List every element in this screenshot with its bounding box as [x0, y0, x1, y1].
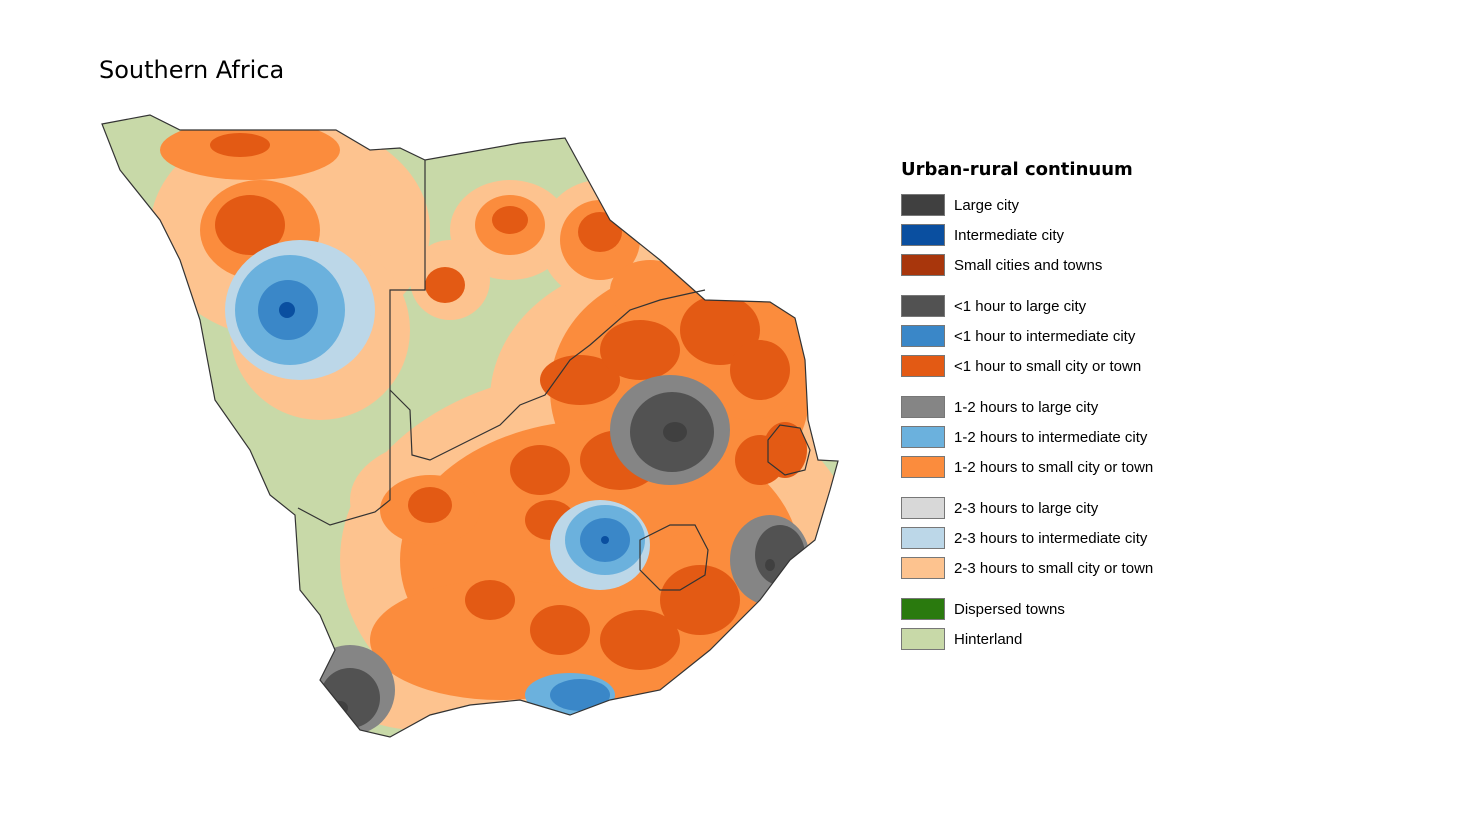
legend-label: 1-2 hours to small city or town [954, 458, 1154, 476]
legend-swatch [901, 254, 945, 276]
legend: Urban-rural continuum Large city Interme… [901, 157, 1231, 665]
legend-label: Dispersed towns [954, 600, 1065, 618]
legend-group-cities: Large city Intermediate city Small citie… [901, 190, 1231, 280]
legend-swatch [901, 355, 945, 377]
legend-swatch [901, 224, 945, 246]
legend-item: Large city [901, 190, 1231, 220]
legend-label: <1 hour to intermediate city [954, 327, 1136, 345]
legend-item: Hinterland [901, 624, 1231, 654]
legend-swatch [901, 628, 945, 650]
map [101, 114, 839, 738]
legend-item: 1-2 hours to small city or town [901, 452, 1231, 482]
legend-group-rural: Dispersed towns Hinterland [901, 594, 1231, 654]
legend-label: 1-2 hours to intermediate city [954, 428, 1148, 446]
legend-swatch [901, 598, 945, 620]
legend-item: 1-2 hours to intermediate city [901, 422, 1231, 452]
legend-swatch [901, 325, 945, 347]
legend-title: Urban-rural continuum [901, 159, 1133, 180]
legend-swatch [901, 295, 945, 317]
legend-swatch [901, 497, 945, 519]
legend-label: 2-3 hours to large city [954, 499, 1099, 517]
legend-swatch [901, 396, 945, 418]
legend-swatch [901, 194, 945, 216]
legend-item: Dispersed towns [901, 594, 1231, 624]
coastline-border [101, 114, 839, 738]
legend-swatch [901, 456, 945, 478]
legend-label: Intermediate city [954, 226, 1065, 244]
legend-group-under-1-hour: <1 hour to large city <1 hour to interme… [901, 291, 1231, 381]
legend-label: 2-3 hours to intermediate city [954, 529, 1148, 547]
legend-swatch [901, 557, 945, 579]
legend-label: 2-3 hours to small city or town [954, 559, 1154, 577]
country-borders [297, 160, 811, 591]
legend-item: 1-2 hours to large city [901, 392, 1231, 422]
legend-item: 2-3 hours to small city or town [901, 553, 1231, 583]
legend-item: 2-3 hours to intermediate city [901, 523, 1231, 553]
legend-item: <1 hour to large city [901, 291, 1231, 321]
legend-group-2-3-hours: 2-3 hours to large city 2-3 hours to int… [901, 493, 1231, 583]
legend-swatch [901, 527, 945, 549]
legend-group-1-2-hours: 1-2 hours to large city 1-2 hours to int… [901, 392, 1231, 482]
legend-swatch [901, 426, 945, 448]
legend-label: <1 hour to small city or town [954, 357, 1142, 375]
legend-label: Hinterland [954, 630, 1023, 648]
legend-item: Small cities and towns [901, 250, 1231, 280]
legend-label: Large city [954, 196, 1020, 214]
land-areas [102, 115, 838, 737]
legend-item: <1 hour to small city or town [901, 351, 1231, 381]
legend-label: 1-2 hours to large city [954, 398, 1099, 416]
legend-item: Intermediate city [901, 220, 1231, 250]
legend-item: <1 hour to intermediate city [901, 321, 1231, 351]
legend-item: 2-3 hours to large city [901, 493, 1231, 523]
legend-label: Small cities and towns [954, 256, 1103, 274]
page-title: Southern Africa [99, 56, 285, 84]
legend-label: <1 hour to large city [954, 297, 1087, 315]
